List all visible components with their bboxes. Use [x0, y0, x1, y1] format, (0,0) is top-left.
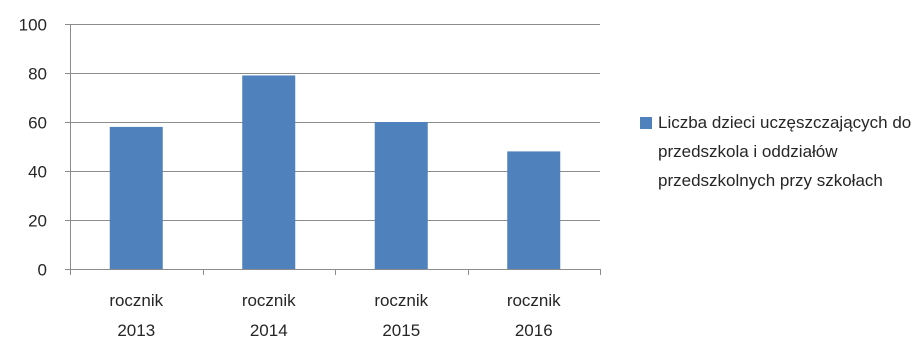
y-tick-label: 20 — [28, 212, 47, 231]
x-category-label: 2013 — [117, 321, 155, 340]
bar — [374, 122, 428, 269]
x-category-label: 2015 — [382, 321, 420, 340]
y-tick-label: 80 — [28, 65, 47, 84]
bar — [109, 126, 163, 270]
y-tick-label: 60 — [28, 114, 47, 133]
bar — [242, 75, 296, 269]
axes — [70, 24, 601, 275]
x-category-label: 2016 — [515, 321, 553, 340]
bar — [507, 151, 561, 269]
x-category-label: rocznik — [507, 291, 561, 310]
x-category-label: rocznik — [109, 291, 163, 310]
x-axis-category-labels: rocznik 2013 rocznik 2014 rocznik 2015 rocznik… — [109, 291, 561, 340]
y-tick-label: 100 — [19, 16, 47, 35]
y-tick-label: 40 — [28, 163, 47, 182]
x-category-label: rocznik — [242, 291, 296, 310]
legend-swatch — [640, 117, 652, 129]
y-axis-tick-labels: 0 20 40 60 80 100 — [19, 16, 70, 280]
y-tick-label: 0 — [38, 261, 47, 280]
bars — [109, 75, 561, 270]
x-category-label: rocznik — [374, 291, 428, 310]
legend: Liczba dzieci uczęszczających do przedsz… — [640, 108, 912, 195]
x-category-label: 2014 — [250, 321, 288, 340]
legend-label: Liczba dzieci uczęszczających do przedsz… — [658, 113, 912, 190]
